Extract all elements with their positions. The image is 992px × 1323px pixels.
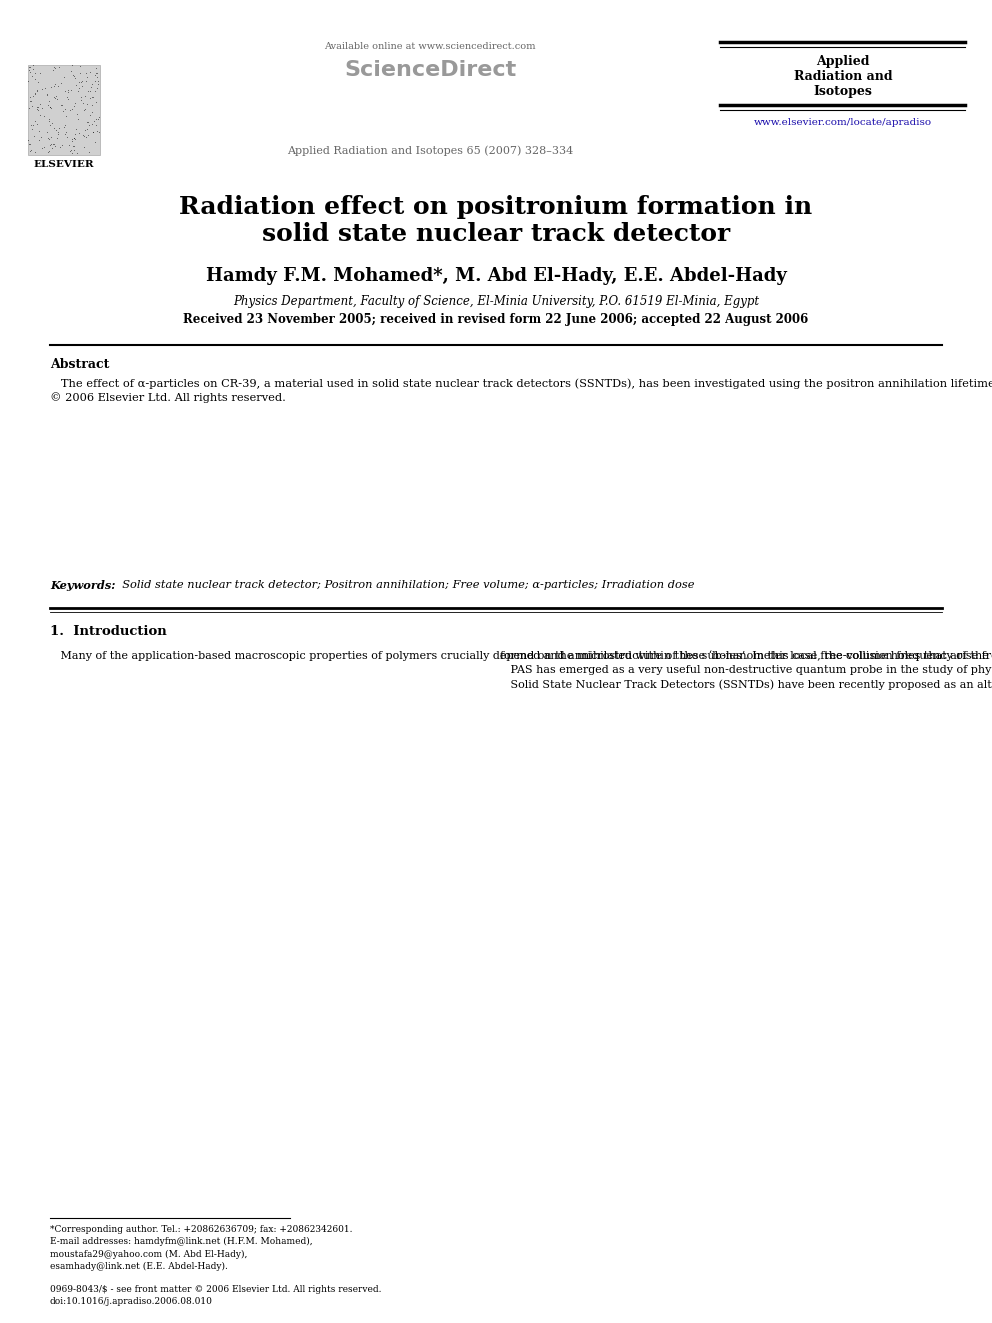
Text: www.elsevier.com/locate/apradiso: www.elsevier.com/locate/apradiso xyxy=(754,118,932,127)
Text: ELSEVIER: ELSEVIER xyxy=(34,160,94,169)
Text: Radiation and: Radiation and xyxy=(794,70,893,83)
Text: Hamdy F.M. Mohamed*, M. Abd El-Hady, E.E. Abdel-Hady: Hamdy F.M. Mohamed*, M. Abd El-Hady, E.E… xyxy=(205,267,787,284)
Text: solid state nuclear track detector: solid state nuclear track detector xyxy=(262,222,730,246)
Text: Radiation effect on positronium formation in: Radiation effect on positronium formatio… xyxy=(180,194,812,220)
Text: *Corresponding author. Tel.: +20862636709; fax: +20862342601.
E-mail addresses: : *Corresponding author. Tel.: +2086263670… xyxy=(50,1225,352,1271)
Text: 0969-8043/$ - see front matter © 2006 Elsevier Ltd. All rights reserved.
doi:10.: 0969-8043/$ - see front matter © 2006 El… xyxy=(50,1285,382,1306)
Text: Applied: Applied xyxy=(816,56,870,67)
Text: Keywords:: Keywords: xyxy=(50,579,115,591)
Text: Physics Department, Faculty of Science, El-Minia University, P.O. 61519 El-Minia: Physics Department, Faculty of Science, … xyxy=(233,295,759,308)
Text: Abstract: Abstract xyxy=(50,359,109,370)
Text: formed and annihilated within these ‘holes’. In this case, the collision frequen: formed and annihilated within these ‘hol… xyxy=(500,650,992,691)
Text: Applied Radiation and Isotopes 65 (2007) 328–334: Applied Radiation and Isotopes 65 (2007)… xyxy=(287,146,573,156)
FancyBboxPatch shape xyxy=(28,65,100,155)
Text: The effect of α-particles on CR-39, a material used in solid state nuclear track: The effect of α-particles on CR-39, a ma… xyxy=(50,378,992,404)
Text: Received 23 November 2005; received in revised form 22 June 2006; accepted 22 Au: Received 23 November 2005; received in r… xyxy=(184,314,808,325)
Text: Many of the application-based macroscopic properties of polymers crucially depen: Many of the application-based macroscopi… xyxy=(50,650,992,660)
Text: ScienceDirect: ScienceDirect xyxy=(344,60,516,79)
Text: Solid state nuclear track detector; Positron annihilation; Free volume; α-partic: Solid state nuclear track detector; Posi… xyxy=(115,579,694,590)
Text: Available online at www.sciencedirect.com: Available online at www.sciencedirect.co… xyxy=(324,42,536,52)
Text: 1.  Introduction: 1. Introduction xyxy=(50,624,167,638)
Text: Isotopes: Isotopes xyxy=(813,85,872,98)
